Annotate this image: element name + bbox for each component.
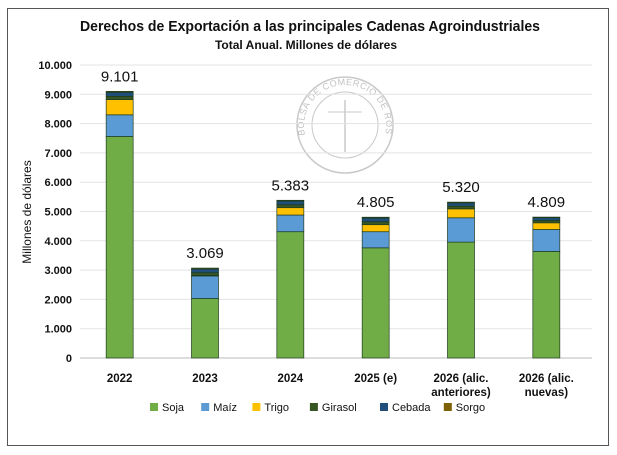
legend-label: Maíz <box>213 402 237 414</box>
x-tick-label: 2025 (e) <box>354 373 397 385</box>
y-tick-label: 0 <box>66 353 72 365</box>
bar-segment-sorgo <box>532 216 561 219</box>
bar-segment-soja <box>105 136 134 359</box>
bar-segment-trigo <box>361 224 390 233</box>
legend-label: Trigo <box>264 402 289 414</box>
legend-swatch-cebada <box>380 403 388 411</box>
bar-segment-maíz <box>447 217 475 243</box>
y-tick-label: 7.000 <box>44 148 72 160</box>
y-tick-label: 8.000 <box>44 119 72 131</box>
bar-segment-cebada <box>447 202 475 207</box>
total-data-label: 3.069 <box>186 245 224 262</box>
bar-segment-maíz <box>105 114 134 137</box>
bar-segment-trigo <box>276 207 305 216</box>
legend-swatch-maíz <box>201 403 210 411</box>
legend-swatch-trigo <box>252 403 261 411</box>
total-data-label: 4.809 <box>528 194 566 211</box>
bar-segment-cebada <box>532 217 561 221</box>
total-data-label: 5.320 <box>442 179 480 196</box>
bar-segment-maíz <box>276 214 305 233</box>
bar-segment-girasol <box>532 220 561 224</box>
chart-frame <box>7 8 609 446</box>
bar-segment-trigo <box>447 208 475 219</box>
bar-segment-sorgo <box>361 216 390 219</box>
y-tick-label: 6.000 <box>44 177 72 189</box>
bar-segment-soja <box>191 298 219 359</box>
legend-swatch-girasol <box>309 403 318 411</box>
total-data-label: 5.383 <box>272 177 310 194</box>
bar-segment-sorgo <box>276 199 305 202</box>
y-axis-label: Millones de dólares <box>20 160 34 263</box>
legend-label: Sorgo <box>456 402 485 414</box>
bar-segment-soja <box>361 247 390 359</box>
legend-swatch-sorgo <box>443 403 452 411</box>
bar-segment-cebada <box>276 200 305 206</box>
y-tick-label: 1.000 <box>44 324 72 336</box>
legend-label: Cebada <box>392 402 431 414</box>
total-data-label: 9.101 <box>101 68 139 85</box>
legend-swatch-soja <box>150 403 158 411</box>
bar-segment-girasol <box>276 204 305 209</box>
bar-segment-girasol <box>447 205 475 210</box>
x-tick-label: 2022 <box>107 373 133 385</box>
legend-label: Soja <box>162 402 185 414</box>
total-data-label: 4.805 <box>357 194 395 211</box>
y-tick-label: 9.000 <box>44 89 72 101</box>
x-tick-label: nuevas) <box>525 387 569 399</box>
bar-segment-soja <box>276 231 305 359</box>
bar-segment-maíz <box>361 231 390 249</box>
y-tick-label: 3.000 <box>44 265 72 277</box>
x-tick-label: anteriores) <box>431 387 491 399</box>
chart-title: Derechos de Exportación a las principale… <box>80 18 540 35</box>
bar-segment-maíz <box>191 275 219 299</box>
bar-segment-maíz <box>532 229 561 252</box>
bar-segment-cebada <box>191 268 219 274</box>
y-tick-label: 10.000 <box>38 60 72 72</box>
chart-subtitle: Total Anual. Millones de dólares <box>215 38 397 52</box>
y-tick-label: 4.000 <box>44 236 72 248</box>
x-tick-label: 2026 (alic. <box>434 373 489 385</box>
bar-segment-cebada <box>105 91 134 97</box>
bar-segment-sorgo <box>191 267 219 270</box>
y-tick-label: 2.000 <box>44 294 72 306</box>
x-tick-label: 2026 (alic. <box>519 373 574 385</box>
bar-segment-sorgo <box>105 90 134 93</box>
bar-segment-girasol <box>191 272 219 276</box>
bar-segment-trigo <box>105 99 134 116</box>
x-tick-label: 2023 <box>192 373 218 385</box>
x-tick-label: 2024 <box>278 373 304 385</box>
bar-segment-trigo <box>532 222 561 230</box>
legend-label: Girasol <box>322 402 357 414</box>
bar-segment-girasol <box>361 221 390 226</box>
bar-segment-cebada <box>361 217 390 223</box>
bar-segment-sorgo <box>447 201 475 204</box>
bar-segment-soja <box>532 251 561 359</box>
bar-segment-soja <box>447 241 475 359</box>
bar-segment-girasol <box>105 96 134 100</box>
y-tick-label: 5.000 <box>44 207 72 219</box>
